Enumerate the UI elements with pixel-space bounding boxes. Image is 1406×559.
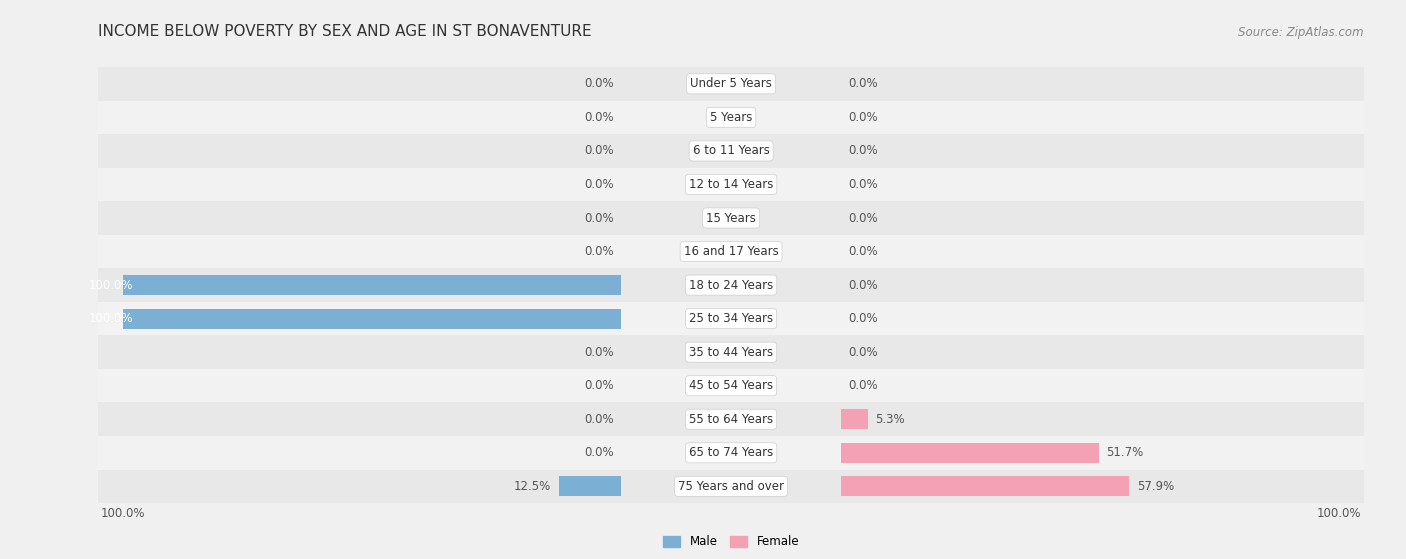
Bar (0, 134, 1406, 168)
Legend: Male, Female: Male, Female (658, 530, 804, 553)
Text: 57.9%: 57.9% (1137, 480, 1174, 493)
Text: 18 to 24 Years: 18 to 24 Years (689, 278, 773, 292)
Text: 16 and 17 Years: 16 and 17 Years (683, 245, 779, 258)
Bar (841, 443, 1098, 463)
Bar (0, 101, 1406, 134)
Bar (0, 436, 1406, 470)
Bar (0, 134, 1406, 168)
Bar (0, 402, 1406, 436)
Bar (0, 302, 1406, 335)
Bar (0, 335, 1406, 369)
Bar (0, 101, 1406, 134)
Text: 55 to 64 Years: 55 to 64 Years (689, 413, 773, 426)
Bar (0, 168, 1406, 201)
Text: 35 to 44 Years: 35 to 44 Years (689, 345, 773, 359)
Text: 0.0%: 0.0% (583, 446, 613, 459)
Bar (0, 201, 1406, 235)
Bar (0, 302, 1406, 335)
Text: 0.0%: 0.0% (849, 312, 879, 325)
Text: 0.0%: 0.0% (849, 211, 879, 225)
Bar (0, 268, 1406, 302)
Text: 12 to 14 Years: 12 to 14 Years (689, 178, 773, 191)
Text: 6 to 11 Years: 6 to 11 Years (693, 144, 769, 158)
Bar (0, 101, 1406, 134)
Text: 0.0%: 0.0% (849, 345, 879, 359)
Text: 100.0%: 100.0% (89, 312, 134, 325)
Text: 0.0%: 0.0% (583, 245, 613, 258)
Text: 0.0%: 0.0% (849, 379, 879, 392)
Text: 0.0%: 0.0% (583, 379, 613, 392)
Text: Under 5 Years: Under 5 Years (690, 77, 772, 91)
Bar (0, 470, 1406, 503)
Bar (0, 268, 1406, 302)
Bar (0, 335, 1406, 369)
Text: 5 Years: 5 Years (710, 111, 752, 124)
Text: 45 to 54 Years: 45 to 54 Years (689, 379, 773, 392)
Bar (124, 309, 621, 329)
Text: 15 Years: 15 Years (706, 211, 756, 225)
Bar (0, 168, 1406, 201)
Text: Source: ZipAtlas.com: Source: ZipAtlas.com (1239, 26, 1364, 39)
Bar (0, 235, 1406, 268)
Bar (0, 268, 1406, 302)
Text: 0.0%: 0.0% (583, 178, 613, 191)
Text: INCOME BELOW POVERTY BY SEX AND AGE IN ST BONAVENTURE: INCOME BELOW POVERTY BY SEX AND AGE IN S… (98, 24, 592, 39)
Bar (0, 201, 1406, 235)
Text: 51.7%: 51.7% (1107, 446, 1143, 459)
Text: 5.3%: 5.3% (875, 413, 904, 426)
Text: 0.0%: 0.0% (849, 111, 879, 124)
Bar (0, 67, 1406, 101)
Bar (558, 476, 621, 496)
Bar (0, 470, 1406, 503)
Text: 0.0%: 0.0% (583, 413, 613, 426)
Text: 0.0%: 0.0% (583, 77, 613, 91)
Bar (0, 302, 1406, 335)
Bar (0, 436, 1406, 470)
Text: 0.0%: 0.0% (583, 211, 613, 225)
Text: 100.0%: 100.0% (89, 278, 134, 292)
Bar (0, 201, 1406, 235)
Text: 65 to 74 Years: 65 to 74 Years (689, 446, 773, 459)
Bar (0, 235, 1406, 268)
Bar (0, 369, 1406, 402)
Text: 0.0%: 0.0% (849, 245, 879, 258)
Text: 0.0%: 0.0% (849, 278, 879, 292)
Text: 0.0%: 0.0% (849, 144, 879, 158)
Bar (0, 369, 1406, 402)
Text: 25 to 34 Years: 25 to 34 Years (689, 312, 773, 325)
Bar (0, 402, 1406, 436)
Text: 75 Years and over: 75 Years and over (678, 480, 785, 493)
Text: 0.0%: 0.0% (849, 77, 879, 91)
Bar (841, 476, 1129, 496)
Text: 0.0%: 0.0% (849, 178, 879, 191)
Bar (0, 134, 1406, 168)
Text: 12.5%: 12.5% (515, 480, 551, 493)
Bar (0, 369, 1406, 402)
Bar (0, 402, 1406, 436)
Bar (0, 168, 1406, 201)
Text: 0.0%: 0.0% (583, 111, 613, 124)
Bar (124, 275, 621, 295)
Bar (0, 470, 1406, 503)
Bar (0, 235, 1406, 268)
Bar (0, 335, 1406, 369)
Text: 0.0%: 0.0% (583, 144, 613, 158)
Bar (0, 436, 1406, 470)
Bar (841, 409, 868, 429)
Bar (0, 67, 1406, 101)
Text: 0.0%: 0.0% (583, 345, 613, 359)
Bar (0, 67, 1406, 101)
